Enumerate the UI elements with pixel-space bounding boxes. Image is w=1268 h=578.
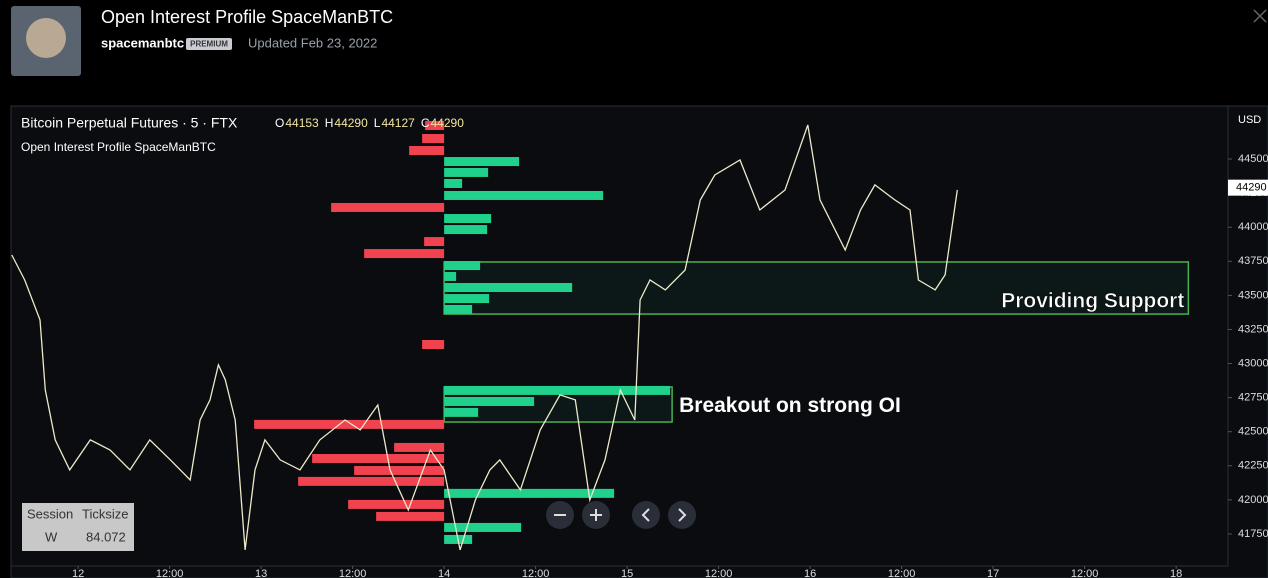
x-tick-label: 12:00 bbox=[1071, 568, 1099, 578]
oi-bar bbox=[444, 178, 463, 188]
oi-bar bbox=[348, 499, 445, 509]
table-cell: W bbox=[45, 529, 58, 544]
oi-bar bbox=[254, 419, 445, 429]
oi-bar bbox=[444, 385, 671, 395]
y-tick-label: 43250 bbox=[1238, 323, 1268, 335]
symbol: Bitcoin Perpetual Futures · 5 · FTX bbox=[21, 115, 238, 131]
y-tick-label: 44000 bbox=[1238, 221, 1268, 233]
oi-bar bbox=[444, 522, 522, 532]
oi-bar bbox=[444, 488, 615, 498]
ohlc-value: 44127 bbox=[381, 116, 415, 130]
x-tick-label: 12 bbox=[72, 568, 84, 578]
avatar-face bbox=[26, 18, 66, 58]
y-tick-label: 43000 bbox=[1238, 357, 1268, 369]
updated: Updated Feb 23, 2022 bbox=[248, 35, 377, 50]
y-tick-label: 42750 bbox=[1238, 392, 1268, 404]
oi-bar bbox=[444, 157, 520, 167]
ohlc-key: H bbox=[325, 116, 334, 130]
ohlc-value: 44153 bbox=[285, 116, 319, 130]
x-tick-label: 12:00 bbox=[705, 568, 733, 578]
x-tick-label: 12:00 bbox=[522, 568, 550, 578]
oi-bar bbox=[444, 167, 489, 177]
x-tick-label: 17 bbox=[987, 568, 999, 578]
annotation: Providing Support bbox=[1001, 290, 1184, 313]
oi-bar bbox=[444, 283, 573, 293]
oi-bar bbox=[422, 339, 445, 349]
ohlc-value: 44290 bbox=[334, 116, 368, 130]
oi-bar bbox=[298, 476, 445, 486]
oi-bar bbox=[331, 202, 445, 212]
indicator-name: Open Interest Profile SpaceManBTC bbox=[21, 140, 216, 154]
scroll-left[interactable] bbox=[632, 501, 660, 529]
y-tick-label: 42000 bbox=[1238, 494, 1268, 506]
x-tick-label: 15 bbox=[621, 568, 633, 578]
table-header: Session bbox=[27, 506, 73, 521]
oi-bar bbox=[444, 190, 604, 200]
ohlc-value: 44290 bbox=[431, 116, 465, 130]
y-tick-label: 44500 bbox=[1238, 153, 1268, 165]
session-table bbox=[22, 503, 134, 551]
table-header: Ticksize bbox=[82, 506, 128, 521]
y-tick-label: 43500 bbox=[1238, 289, 1268, 301]
oi-bar bbox=[444, 407, 479, 417]
idea-title: Open Interest Profile SpaceManBTC bbox=[101, 7, 393, 27]
oi-bar bbox=[312, 453, 445, 463]
oi-bar bbox=[444, 271, 457, 281]
x-tick-label: 18 bbox=[1170, 568, 1182, 578]
oi-bar bbox=[409, 145, 445, 155]
oi-bar bbox=[444, 261, 481, 271]
icon bbox=[641, 508, 650, 522]
ohlc-key: C bbox=[421, 116, 430, 130]
currency: USD bbox=[1238, 114, 1261, 126]
icon bbox=[678, 508, 687, 522]
author[interactable]: spacemanbtc bbox=[101, 35, 184, 50]
ohlc: O 44153 H 44290 L 44127 C 44290 bbox=[275, 116, 464, 130]
x-tick-label: 14 bbox=[438, 568, 450, 578]
oi-bar bbox=[354, 465, 445, 475]
oi-bar bbox=[444, 225, 488, 235]
oi-bar bbox=[394, 442, 445, 452]
table-cell: 84.072 bbox=[86, 529, 126, 544]
last-price: 44290 bbox=[1236, 182, 1267, 194]
oi-bar bbox=[444, 294, 490, 304]
nav-buttons bbox=[546, 501, 696, 529]
y-tick-label: 41750 bbox=[1238, 528, 1268, 540]
chart-pane bbox=[10, 105, 1268, 578]
x-tick-label: 12:00 bbox=[156, 568, 184, 578]
oi-bar bbox=[444, 304, 473, 314]
close-button[interactable] bbox=[1253, 9, 1267, 23]
x-tick-label: 12:00 bbox=[339, 568, 367, 578]
last-price-tag bbox=[1228, 179, 1268, 196]
scroll-right[interactable] bbox=[668, 501, 696, 529]
y-tick-label: 43750 bbox=[1238, 255, 1268, 267]
oi-bar bbox=[424, 237, 445, 247]
oi-bar bbox=[422, 133, 445, 143]
y-tick-label: 42250 bbox=[1238, 460, 1268, 472]
x-tick-label: 12:00 bbox=[888, 568, 916, 578]
y-tick-label: 42500 bbox=[1238, 426, 1268, 438]
ohlc-key: L bbox=[374, 116, 381, 130]
ohlc-key: O bbox=[275, 116, 284, 130]
oi-bar bbox=[376, 511, 445, 521]
badge: PREMIUM bbox=[190, 40, 228, 49]
plot bbox=[11, 121, 1232, 569]
icon bbox=[590, 509, 602, 521]
badge-bg bbox=[186, 38, 232, 50]
x-tick-label: 16 bbox=[804, 568, 816, 578]
annotation: Breakout on strong OI bbox=[679, 394, 901, 417]
oi-bar bbox=[364, 249, 445, 259]
oi-bar bbox=[444, 214, 492, 224]
x-tick-label: 13 bbox=[255, 568, 267, 578]
price-line bbox=[11, 124, 958, 551]
oi-bar bbox=[444, 396, 535, 406]
oi-bar bbox=[425, 121, 445, 131]
